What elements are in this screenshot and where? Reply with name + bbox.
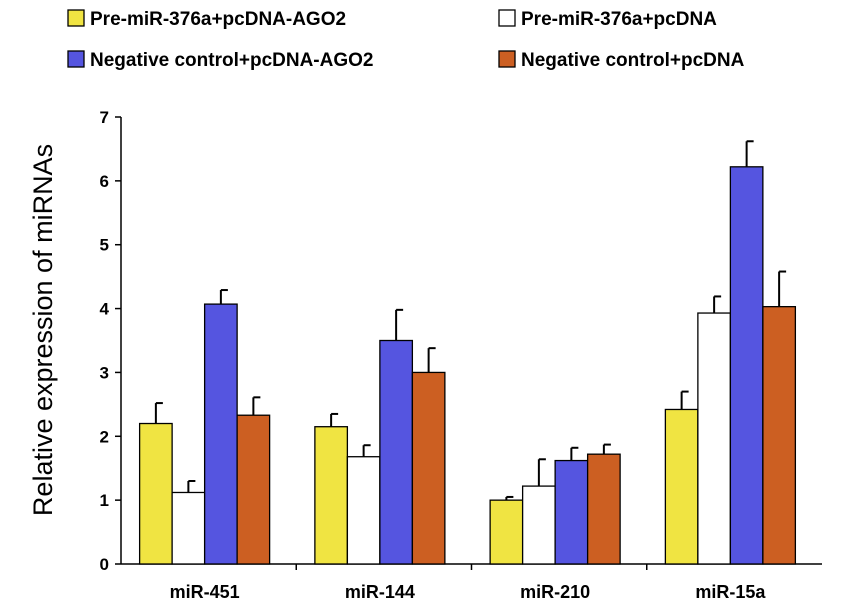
legend-swatch — [67, 9, 85, 27]
legend: Pre-miR-376a+pcDNA-AGO2 Pre-miR-376a+pcDN… — [67, 9, 745, 71]
y-tick-label: 4 — [100, 300, 110, 319]
bar — [554, 459, 589, 565]
bar — [171, 491, 206, 565]
bar — [762, 306, 797, 565]
y-tick-label: 7 — [100, 108, 109, 127]
bar — [379, 339, 414, 565]
y-tick-label: 2 — [100, 427, 109, 446]
bar — [411, 371, 446, 565]
y-tick-label: 1 — [100, 491, 109, 510]
legend-label: Negative control+pcDNA-AGO2 — [90, 50, 373, 71]
legend-label: Negative control+pcDNA — [521, 50, 745, 71]
y-tick-label: 6 — [100, 172, 109, 191]
bar — [729, 166, 764, 565]
bars — [138, 140, 797, 565]
legend-swatch — [67, 50, 85, 68]
x-category-label: miR-210 — [520, 582, 590, 602]
x-category-label: miR-144 — [345, 582, 415, 602]
bar — [586, 453, 621, 565]
x-category-label: miR-451 — [170, 582, 240, 602]
axes: 0 1 2 3 4 5 6 7 miR-451 miR-144 miR-210 miR-15a — [100, 108, 822, 602]
x-category-label: miR-15a — [695, 582, 766, 602]
y-tick-label: 0 — [100, 555, 109, 574]
bar — [138, 422, 173, 565]
bar — [346, 456, 381, 565]
y-axis-label: Relative expression of miRNAs — [28, 144, 58, 516]
y-tick-label: 3 — [100, 363, 109, 382]
bar — [489, 499, 524, 565]
bar — [203, 303, 238, 565]
legend-label: Pre-miR-376a+pcDNA — [521, 9, 717, 30]
bar — [521, 485, 556, 565]
bar — [314, 426, 349, 565]
bar — [664, 408, 699, 565]
legend-swatch — [498, 50, 516, 68]
bar — [697, 312, 732, 565]
bar — [236, 414, 271, 565]
y-tick-label: 5 — [100, 236, 109, 255]
legend-swatch — [498, 9, 516, 27]
legend-label: Pre-miR-376a+pcDNA-AGO2 — [90, 9, 346, 30]
